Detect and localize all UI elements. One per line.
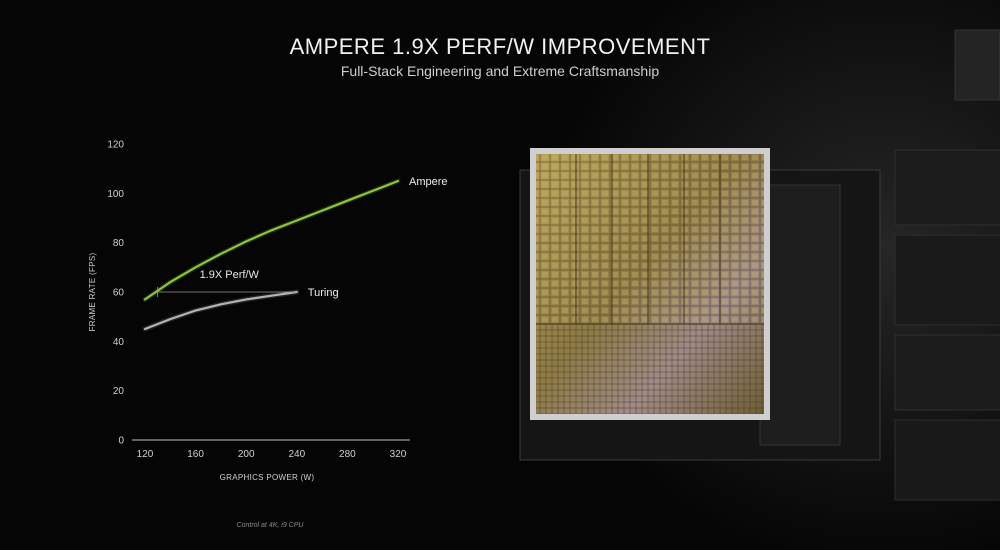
page-title: AMPERE 1.9X PERF/W IMPROVEMENT bbox=[289, 34, 711, 59]
y-axis-label: FRAME RATE (FPS) bbox=[88, 253, 97, 332]
y-tick-label: 80 bbox=[113, 238, 125, 249]
series-label-ampere: Ampere bbox=[409, 176, 448, 188]
series-line-ampere bbox=[143, 179, 400, 301]
footnote: Control at 4K, i9 CPU bbox=[236, 522, 304, 529]
x-tick-label: 200 bbox=[238, 449, 255, 460]
y-tick-label: 20 bbox=[113, 386, 125, 397]
x-axis-label: GRAPHICS POWER (W) bbox=[220, 473, 315, 482]
y-tick-label: 100 bbox=[107, 189, 124, 200]
series-line-turing bbox=[143, 290, 298, 331]
page-subtitle: Full-Stack Engineering and Extreme Craft… bbox=[340, 63, 660, 79]
x-tick-label: 240 bbox=[288, 449, 305, 460]
perf-per-watt-annotation: 1.9X Perf/W bbox=[157, 269, 297, 297]
y-axis-ticks: 0 20 40 60 80 100 120 bbox=[107, 140, 124, 447]
y-tick-label: 60 bbox=[113, 288, 125, 299]
x-tick-label: 280 bbox=[339, 449, 356, 460]
x-axis-ticks: 120 160 200 240 280 320 bbox=[137, 449, 407, 460]
y-tick-label: 120 bbox=[107, 140, 124, 151]
y-tick-label: 40 bbox=[113, 337, 125, 348]
y-tick-label: 0 bbox=[118, 436, 124, 447]
x-tick-label: 160 bbox=[187, 449, 204, 460]
series-label-turing: Turing bbox=[308, 287, 339, 299]
x-tick-label: 320 bbox=[390, 449, 407, 460]
series-glow bbox=[142, 289, 300, 332]
series-glow bbox=[142, 178, 401, 302]
x-tick-label: 120 bbox=[137, 449, 154, 460]
annotation-label: 1.9X Perf/W bbox=[200, 269, 260, 281]
series-lines: Ampere Turing bbox=[142, 176, 448, 332]
